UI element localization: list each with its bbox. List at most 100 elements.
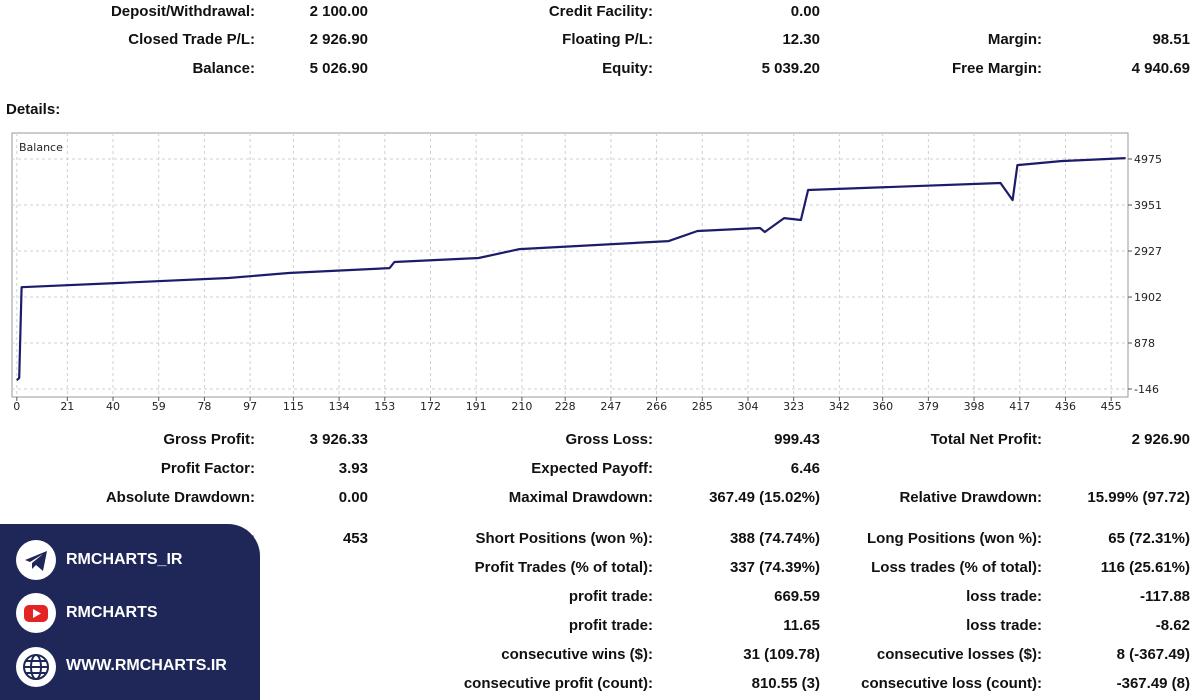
field-value: 12.30: [782, 31, 820, 48]
social-handle: WWW.RMCHARTS.IR: [66, 657, 227, 674]
field-value: 8 (-367.49): [1116, 646, 1190, 663]
plot-frame: [11, 132, 1129, 398]
x-tick-label: 436: [1055, 400, 1076, 413]
x-tick-label: 266: [646, 400, 667, 413]
field-value: 3.93: [338, 460, 368, 477]
x-tick-label: 417: [1009, 400, 1030, 413]
x-tick-label: 0: [13, 400, 20, 413]
x-tick-label: 342: [829, 400, 850, 413]
field-value: -8.62: [1155, 617, 1190, 634]
x-tick-label: 191: [466, 400, 487, 413]
field-label: Gross Loss:: [565, 431, 653, 448]
x-tick-label: 78: [197, 400, 211, 413]
field-label: consecutive losses ($):: [876, 646, 1042, 663]
x-tick-label: 398: [964, 400, 985, 413]
field-label: Long Positions (won %):: [867, 530, 1042, 547]
y-tick-label: -146: [1134, 383, 1159, 396]
y-tick-label: 3951: [1134, 199, 1162, 212]
field-value: 5 039.20: [761, 60, 820, 77]
balance-line: [16, 157, 1126, 382]
field-value: 5 026.90: [309, 60, 368, 77]
x-tick-label: 59: [152, 400, 166, 413]
field-label: Short Positions (won %):: [475, 530, 654, 547]
legend-label: Balance: [19, 141, 63, 154]
x-tick-label: 247: [600, 400, 621, 413]
field-value: 388 (74.74%): [729, 530, 820, 547]
y-tick-label: 4975: [1134, 153, 1162, 166]
x-tick-label: 285: [692, 400, 713, 413]
social-panel: [0, 524, 260, 700]
field-label: loss trade:: [966, 588, 1042, 605]
x-tick-label: 323: [783, 400, 804, 413]
field-label: Balance:: [192, 60, 255, 77]
balance-chart: 0 21 40 59 78 97 115 134 153 172 191 210 228 247 266 28…: [11, 132, 1162, 413]
field-value: 0.00: [338, 489, 368, 506]
field-label: consecutive wins ($):: [501, 646, 653, 663]
field-label: consecutive profit (count):: [463, 675, 653, 692]
field-value: 3 926.33: [309, 431, 368, 448]
field-value: 11.65: [783, 617, 820, 634]
x-tick-label: 97: [243, 400, 257, 413]
field-value: 367.49 (15.02%): [709, 489, 820, 506]
field-value: 337 (74.39%): [729, 559, 820, 576]
panel-bg: [0, 524, 260, 700]
field-label: Absolute Drawdown:: [105, 489, 255, 506]
field-label: loss trade:: [966, 617, 1042, 634]
social-handle: RMCHARTS_IR: [66, 551, 183, 568]
field-label: Credit Facility:: [548, 3, 653, 20]
field-label: Equity:: [602, 60, 653, 77]
x-tick-label: 172: [420, 400, 441, 413]
field-value: 6.46: [790, 460, 820, 477]
field-value: 2 100.00: [309, 3, 368, 20]
y-tick-label: 2927: [1134, 245, 1162, 258]
field-value: 116 (25.61%): [1100, 559, 1190, 576]
x-tick-label: 40: [106, 400, 120, 413]
field-label: Gross Profit:: [163, 431, 255, 448]
telegram-plane: [25, 551, 47, 571]
field-label: profit trade:: [568, 617, 653, 634]
field-label: Free Margin:: [951, 60, 1042, 77]
field-value: 65 (72.31%): [1108, 530, 1190, 547]
field-label: profit trade:: [568, 588, 653, 605]
field-label: Profit Trades (% of total):: [474, 559, 653, 576]
field-value: 0.00: [790, 3, 820, 20]
globe-lines: [23, 654, 49, 680]
field-label: Total Net Profit:: [930, 431, 1042, 448]
field-value: 2 926.90: [1131, 431, 1190, 448]
details-label: Details:: [6, 101, 61, 118]
field-label: consecutive loss (count):: [861, 675, 1042, 692]
x-tick-label: 134: [329, 400, 350, 413]
youtube-play: [33, 609, 41, 618]
x-tick-label: 153: [374, 400, 395, 413]
field-label: Closed Trade P/L:: [128, 31, 255, 48]
x-tick-label: 228: [555, 400, 576, 413]
x-tick-label: 210: [511, 400, 532, 413]
field-value: 669.59: [774, 588, 820, 605]
x-tick-label: 379: [918, 400, 939, 413]
field-value: 453: [342, 530, 368, 547]
field-value: 2 926.90: [309, 31, 368, 48]
field-label: Deposit/Withdrawal:: [110, 3, 255, 20]
field-label: Expected Payoff:: [531, 460, 653, 477]
field-label: Relative Drawdown:: [899, 489, 1042, 506]
x-tick-label: 304: [737, 400, 758, 413]
field-value: -367.49 (8): [1116, 675, 1190, 692]
field-label: Maximal Drawdown:: [508, 489, 653, 506]
x-tick-label: 21: [60, 400, 74, 413]
field-value: 31 (109.78): [743, 646, 820, 663]
x-tick-label: 115: [283, 400, 304, 413]
y-tick-label: 1902: [1134, 291, 1162, 304]
field-label: Floating P/L:: [562, 31, 653, 48]
y-tick-label: 878: [1134, 337, 1155, 350]
field-value: 810.55 (3): [751, 675, 820, 692]
field-label: Profit Factor:: [160, 460, 255, 477]
field-label: Loss trades (% of total):: [871, 559, 1042, 576]
x-tick-label: 455: [1101, 400, 1122, 413]
social-handle: RMCHARTS: [66, 604, 158, 621]
x-tick-label: 360: [872, 400, 893, 413]
field-value: 4 940.69: [1131, 60, 1190, 77]
field-value: 98.51: [1152, 31, 1190, 48]
field-value: 999.43: [774, 431, 820, 448]
field-value: 15.99% (97.72): [1087, 489, 1190, 506]
